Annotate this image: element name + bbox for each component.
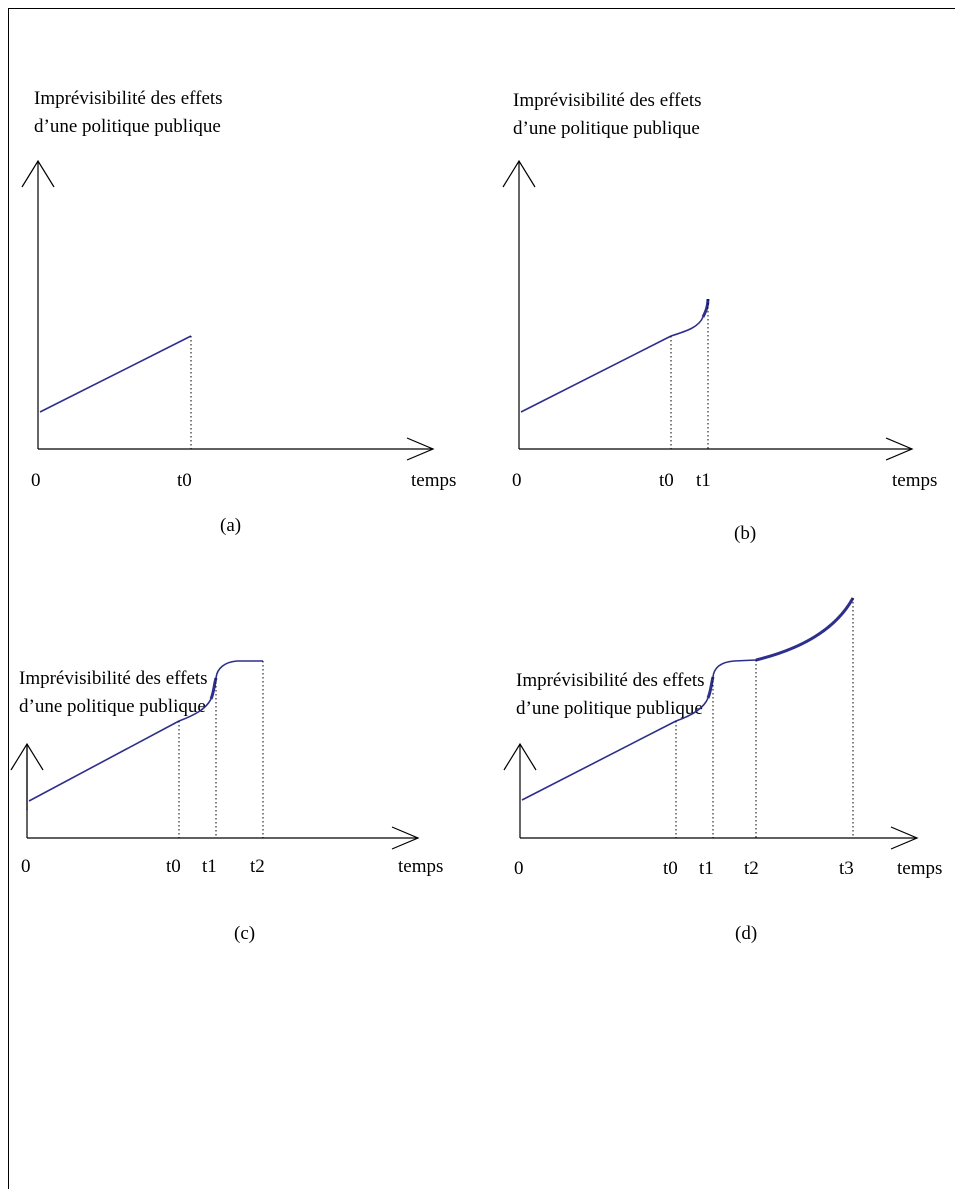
panel-d-tick-t1: t1 [699,858,714,879]
panel-b-caption: (b) [734,523,756,544]
panel-b-origin-label: 0 [512,470,522,491]
panel-d-xlabel: temps [897,858,942,879]
panel-c-curve-steep [209,677,218,700]
panel-b-ylabel-line1: Imprévisibilité des effets [513,90,702,111]
panel-a-y-axis [21,159,55,449]
panel-d-ylabel-line2: d’une politique publique [516,698,703,719]
panel-b-curve-linear [520,335,672,413]
panel-d-tick-t0: t0 [663,858,678,879]
panel-d-curve-linear [521,720,677,801]
panel-c-x-axis [27,826,420,850]
panel-b-x-axis [519,437,914,461]
panel-b-xlabel: temps [892,470,937,491]
panel-a-caption: (a) [220,515,241,536]
panel-d-ylabel-line1: Imprévisibilité des effets [516,670,705,691]
panel-c-y-axis [10,742,44,838]
panel-b-curve-steep [701,298,710,318]
panel-c-curve-linear [28,720,180,802]
panel-b-y-axis [502,159,536,449]
panel-d-curve-bend [675,697,709,722]
panel-a-xlabel: temps [411,470,456,491]
panel-c-caption: (c) [234,923,255,944]
panel-b: Imprévisibilité des effets d’une politiq… [502,90,937,544]
panel-c: Imprévisibilité des effets d’une politiq… [10,660,443,944]
panel-a-ylabel-line2: d’une politique publique [34,116,221,137]
panel-d-tick-t3: t3 [839,858,854,879]
panel-a-x-axis [38,437,435,461]
panel-c-tick-t1: t1 [202,856,217,877]
panel-c-origin-label: 0 [21,856,31,877]
panel-b-curve-bend [670,316,704,337]
panel-c-xlabel: temps [398,856,443,877]
panel-d-x-axis [520,826,919,850]
panel-d-curve-s-top [712,659,757,678]
panel-d-y-axis [503,742,537,838]
panel-d-curve-steep [706,676,715,699]
panel-d-origin-label: 0 [514,858,524,879]
four-panel-diagram: Imprévisibilité des effets d’une politiq… [10,88,942,944]
panel-d: Imprévisibilité des effets d’une politiq… [503,597,942,944]
panel-c-tick-t2: t2 [250,856,265,877]
panel-c-curve-s-top [215,660,263,679]
panel-c-tick-t0: t0 [166,856,181,877]
panel-d-tick-t2: t2 [744,858,759,879]
figure-frame: Imprévisibilité des effets d’une politiq… [8,8,955,1189]
panel-a: Imprévisibilité des effets d’une politiq… [21,88,456,536]
panel-c-ylabel-line2: d’une politique publique [19,696,206,717]
panel-a-curve-linear [39,335,192,413]
panel-a-ylabel-line1: Imprévisibilité des effets [34,88,223,109]
panel-a-tick-t0: t0 [177,470,192,491]
panel-b-tick-t0: t0 [659,470,674,491]
panel-a-origin-label: 0 [31,470,41,491]
panel-b-ylabel-line2: d’une politique publique [513,118,700,139]
panel-c-ylabel-line1: Imprévisibilité des effets [19,668,208,689]
panel-d-caption: (d) [735,923,757,944]
panel-d-curve-rise [755,597,855,662]
panel-c-curve-bend [178,698,212,722]
panel-b-tick-t1: t1 [696,470,711,491]
